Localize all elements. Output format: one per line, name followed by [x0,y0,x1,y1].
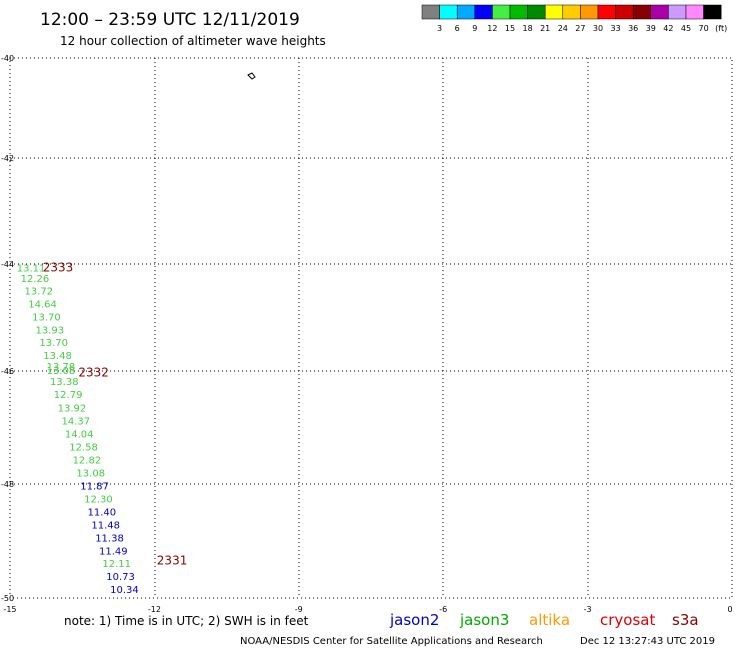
y-tick-label: -42 [1,154,14,163]
pass-time-label: 2331 [157,554,188,568]
wave-height-value: 13.48 [43,351,72,362]
wave-height-value: 13.08 [76,469,105,480]
y-tick-label: -46 [1,367,14,376]
x-tick-label: -6 [439,605,447,614]
colorbar-label: 12 [487,24,497,33]
pass-time-label: 2332 [78,366,109,380]
wave-height-value: 11.48 [91,520,120,531]
y-tick-label: -44 [1,260,14,269]
legend-altika: altika [529,611,570,629]
colorbar-label: 36 [628,24,638,33]
x-tick-label: -9 [295,605,303,614]
credit-text: NOAA/NESDIS Center for Satellite Applica… [240,636,543,647]
colorbar-swatch [474,4,493,20]
wave-height-value: 13.70 [32,312,61,323]
colorbar-swatch [703,4,722,20]
colorbar-swatch [562,4,581,20]
colorbar-swatch [509,4,528,20]
colorbar-label: 21 [540,24,550,33]
colorbar-label: 70 [699,24,709,33]
wave-height-value: 12.82 [73,456,102,467]
wave-height-value: 13.93 [36,325,65,336]
satellite-legend: jason2 jason3 altika cryosat s3a [389,611,699,629]
page-title: 12:00 – 23:59 UTC 12/11/2019 [40,10,300,30]
colorbar-swatch [650,4,669,20]
colorbar-swatch [580,4,599,20]
wave-height-value: 13.38 [50,377,79,388]
wave-height-value: 13.72 [24,287,53,298]
wave-height-value: 11.49 [99,546,128,557]
x-axis-ticks: -15 -12 -9 -6 -3 0 [3,605,732,614]
wave-height-value: 13.92 [58,404,87,415]
wave-height-value: 14.64 [28,299,57,310]
wave-height-value: 12.30 [84,494,113,505]
colorbar-swatch [527,4,546,20]
colorbar-label: 6 [455,24,460,33]
generated-timestamp: Dec 12 13:27:43 UTC 2019 [580,636,715,647]
colorbar-swatch [632,4,652,20]
map-border [9,57,733,599]
colorbar-label: 9 [472,24,477,33]
island-outline [247,72,256,80]
colorbar-legend: 3 6 9 12 15 18 21 24 27 30 33 36 39 42 45 70 (ft) [421,4,727,33]
legend-cryosat: cryosat [600,611,655,629]
colorbar-label: 42 [663,24,673,33]
wave-height-value: 14.37 [62,417,91,428]
wave-height-value: 13.11 [17,263,46,274]
wave-height-value: 13.70 [39,338,68,349]
wave-height-value: 12.58 [69,443,98,454]
wave-height-value: 10.34 [110,585,139,596]
wave-height-value: 10.73 [106,572,135,583]
colorbar-label: 45 [681,24,691,33]
pass-time-label: 2333 [43,260,74,274]
colorbar-label: 33 [611,24,621,33]
y-tick-label: -40 [1,54,14,63]
map-frame [9,57,733,599]
colorbar-label: 3 [437,24,442,33]
y-tick-label: -50 [1,594,14,603]
colorbar-swatch [544,4,564,20]
colorbar-label: 15 [505,24,515,33]
legend-s3a: s3a [672,611,699,629]
colorbar-swatch [492,4,511,20]
x-tick-label: -12 [148,605,161,614]
legend-jason3: jason3 [459,611,509,629]
wave-height-value: 11.40 [87,507,116,518]
colorbar-swatch [597,4,616,20]
wave-height-value: 11.87 [80,481,109,492]
colorbar-swatch [421,4,440,20]
x-tick-label: -15 [3,605,16,614]
x-tick-label: -3 [584,605,592,614]
wave-height-value: 13.08 [47,366,76,377]
colorbar-label: 24 [558,24,568,33]
colorbar-swatch [439,4,458,20]
wave-height-value: 12.26 [21,274,50,285]
colorbar-label: 39 [646,24,656,33]
page-subtitle: 12 hour collection of altimeter wave hei… [60,34,326,48]
y-tick-label: -48 [1,480,14,489]
colorbar-swatch [668,4,687,20]
wave-height-value: 12.11 [102,559,131,570]
colorbar-label: 30 [593,24,603,33]
time-labels: 2333 2332 2331 [43,260,188,567]
footer-note: note: 1) Time is in UTC; 2) SWH is in fe… [64,614,309,628]
x-tick-label: 0 [727,605,732,614]
wave-height-value: 13.78 [47,362,76,373]
wave-height-value: 14.04 [65,430,94,441]
colorbar-swatch [685,4,704,20]
colorbar-label: 27 [575,24,585,33]
colorbar-swatch [456,4,476,20]
wave-height-value: 12.79 [54,390,83,401]
colorbar-swatch [615,4,634,20]
y-axis-ticks: -40 -42 -44 -46 -48 -50 [1,54,14,603]
wave-height-value: 11.38 [95,533,124,544]
legend-jason2: jason2 [389,611,439,629]
colorbar-label: (ft) [715,24,727,33]
colorbar-label: 18 [523,24,533,33]
